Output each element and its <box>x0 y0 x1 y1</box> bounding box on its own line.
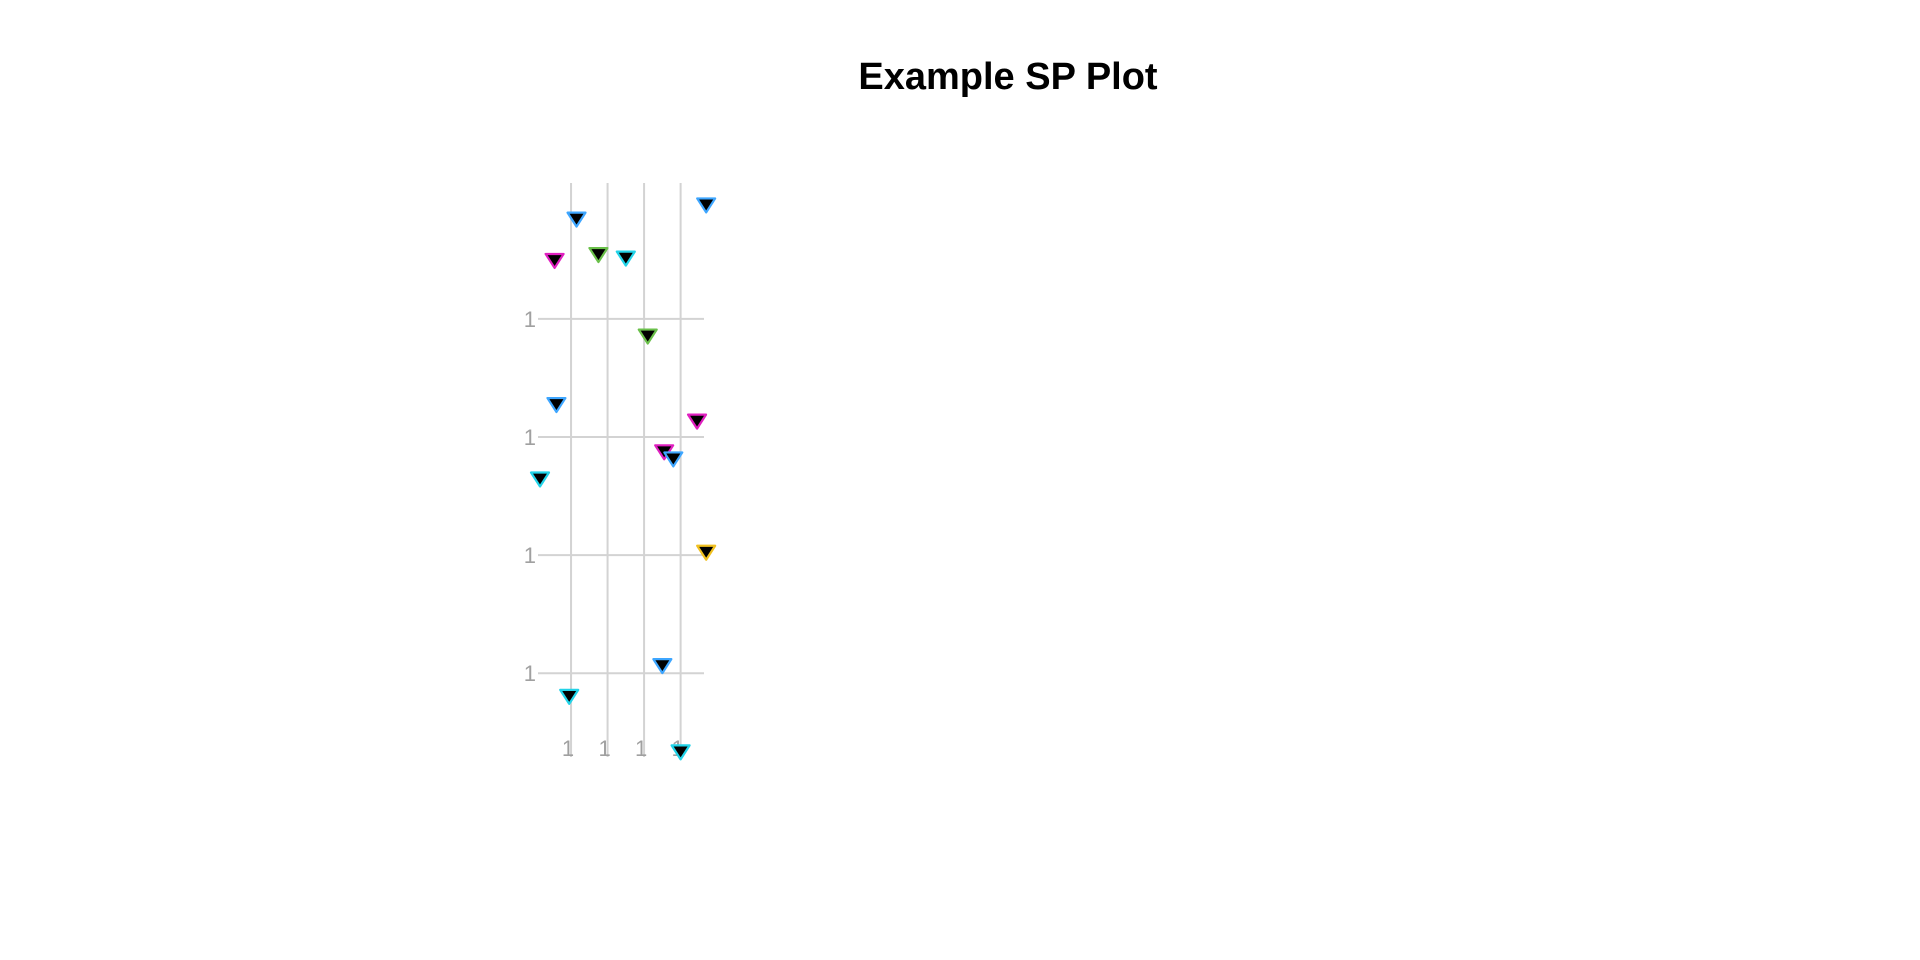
x-tick-label: 1 <box>562 736 574 761</box>
y-tick-label: 1 <box>524 661 536 686</box>
y-tick-label: 1 <box>524 307 536 332</box>
y-tick-label: 1 <box>524 543 536 568</box>
data-point <box>652 658 673 675</box>
data-points <box>529 197 717 761</box>
x-tick-label: 1 <box>635 736 647 761</box>
y-tick-label: 1 <box>524 425 536 450</box>
grid-lines <box>538 183 704 757</box>
data-point <box>696 544 717 561</box>
chart-title: Example SP Plot <box>858 56 1158 98</box>
data-point <box>529 471 551 488</box>
data-point <box>696 197 717 214</box>
data-point <box>566 211 587 228</box>
data-point <box>588 246 609 264</box>
tick-labels: 11111111 <box>524 307 684 761</box>
data-point <box>686 413 708 430</box>
data-point <box>559 688 580 705</box>
data-point <box>670 744 691 761</box>
x-tick-label: 1 <box>598 736 610 761</box>
data-point <box>663 451 684 468</box>
data-point <box>637 328 658 345</box>
data-point <box>615 250 636 267</box>
data-point <box>546 396 567 414</box>
data-point <box>544 252 565 270</box>
